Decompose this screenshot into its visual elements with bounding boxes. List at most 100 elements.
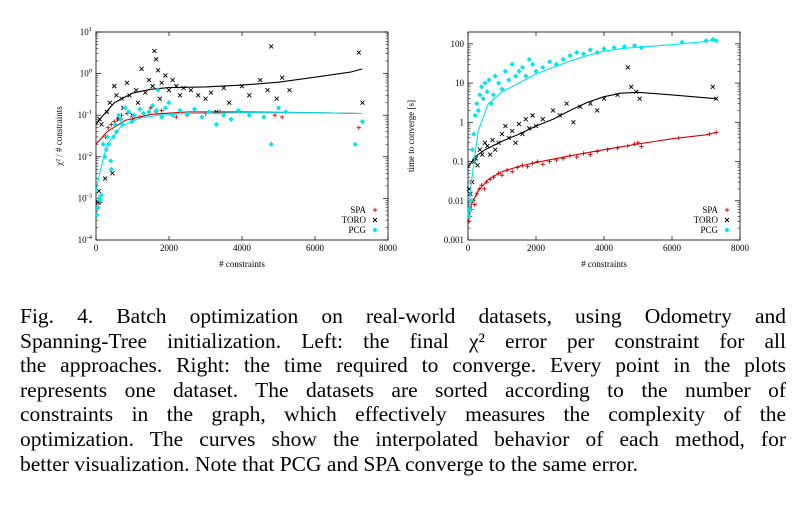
- data-point: [472, 112, 478, 118]
- data-point: [587, 47, 593, 53]
- series-toro: [466, 65, 719, 197]
- data-point: [228, 116, 234, 122]
- data-point: [199, 114, 205, 120]
- data-point: [191, 106, 198, 112]
- data-point: [533, 68, 539, 74]
- legend-label: SPA: [702, 205, 718, 215]
- data-point: [100, 141, 106, 147]
- data-point: [564, 101, 569, 106]
- data-point: [126, 109, 132, 115]
- data-point: [268, 44, 274, 49]
- data-point: [261, 114, 267, 120]
- data-point: [516, 68, 522, 74]
- data-point: [502, 68, 508, 74]
- interpolation-curve: [95, 111, 363, 145]
- data-point: [581, 51, 587, 57]
- data-point: [279, 75, 285, 80]
- data-point: [213, 121, 220, 128]
- legend-label: SPA: [350, 205, 366, 215]
- data-point: [506, 77, 512, 83]
- data-point: [492, 73, 498, 79]
- data-point: [503, 123, 508, 129]
- data-point: [131, 112, 137, 118]
- data-point: [574, 49, 580, 56]
- caption-line: optimization. The curves show the interp…: [20, 426, 786, 451]
- data-point: [124, 80, 130, 86]
- interpolation-curve: [95, 112, 363, 192]
- data-point: [203, 96, 208, 101]
- caption-line: represents one dataset. The datasets are…: [20, 377, 786, 402]
- data-point: [475, 107, 481, 114]
- data-point: [105, 125, 111, 130]
- data-point: [153, 107, 159, 114]
- data-point: [96, 188, 102, 194]
- y-tick-base: 10: [80, 69, 90, 79]
- data-point: [94, 212, 100, 218]
- y-tick-label: 100: [80, 68, 92, 79]
- data-point: [153, 57, 159, 62]
- data-point: [637, 96, 643, 101]
- data-point: [257, 77, 263, 83]
- data-point: [177, 107, 183, 114]
- data-point: [499, 131, 505, 137]
- data-point: [159, 80, 165, 86]
- interpolation-curve: [467, 91, 717, 168]
- data-point: [99, 122, 104, 127]
- data-point: [208, 90, 214, 95]
- data-point: [119, 121, 125, 128]
- data-point: [110, 171, 115, 176]
- y-tick-base: 10: [78, 152, 88, 162]
- data-point: [359, 119, 366, 125]
- data-point: [475, 163, 480, 168]
- y-tick-label: 10-2: [78, 151, 92, 162]
- data-point: [526, 56, 532, 63]
- y-axis-label: time to converge [s]: [406, 100, 416, 172]
- data-point: [523, 73, 529, 79]
- data-point: [625, 65, 631, 70]
- data-point: [633, 89, 639, 95]
- data-point: [496, 80, 502, 86]
- caption-line: better visualization. Note that PCG and …: [20, 451, 639, 476]
- data-point: [513, 140, 518, 146]
- data-point: [108, 158, 114, 164]
- y-tick-label: 1: [460, 117, 465, 127]
- data-point: [221, 85, 227, 91]
- data-point: [98, 192, 105, 198]
- x-tick-label: 0: [94, 243, 99, 253]
- data-point: [157, 96, 163, 101]
- data-point: [611, 45, 617, 51]
- data-point: [140, 110, 147, 117]
- data-point: [540, 64, 546, 71]
- y-tick-label: 10: [455, 78, 465, 88]
- legend-label: PCG: [348, 225, 366, 235]
- data-point: [163, 73, 168, 78]
- data-point: [519, 64, 525, 71]
- x-tick-label: 4000: [595, 243, 614, 253]
- data-point: [547, 59, 553, 65]
- data-point: [155, 67, 161, 73]
- y-tick-label: 10-4: [78, 234, 93, 245]
- data-point: [509, 61, 515, 67]
- data-point: [628, 84, 634, 90]
- y-tick-exponent: 0: [89, 68, 92, 75]
- x-tick-label: 8000: [731, 243, 750, 253]
- x-axis-label: # constraints: [581, 259, 627, 269]
- legend-marker: [724, 207, 730, 213]
- series-spa: [466, 130, 719, 224]
- data-point: [466, 219, 472, 224]
- legend-marker: [724, 227, 730, 233]
- data-point: [530, 61, 536, 67]
- data-point: [601, 46, 607, 52]
- data-point: [105, 134, 111, 140]
- data-point: [265, 87, 270, 93]
- data-point: [499, 86, 505, 92]
- data-point: [480, 96, 486, 102]
- x-tick-label: 4000: [233, 243, 252, 253]
- series-spa: [95, 105, 363, 210]
- data-point: [466, 213, 472, 219]
- chart-time: 0 2000 4000 6000 8000 0.001 0.01 0.1 1 10 100 # con…: [406, 31, 750, 269]
- x-tick-label: 2000: [160, 243, 179, 253]
- legend-marker: [724, 217, 730, 223]
- series-toro: [95, 44, 365, 205]
